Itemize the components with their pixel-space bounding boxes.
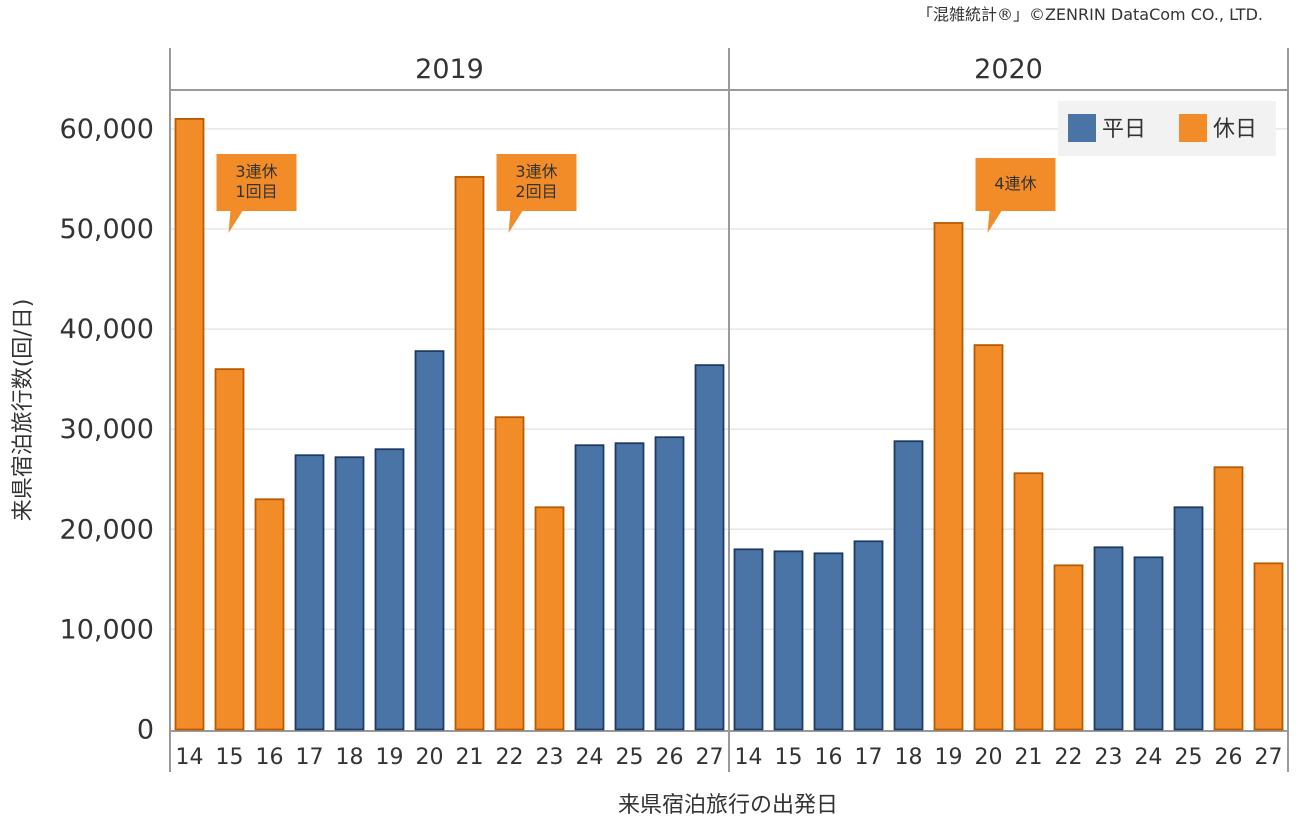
x-tick-label: 22 xyxy=(496,745,524,770)
bar-2019-21-holiday xyxy=(454,176,485,731)
x-tick-label: 24 xyxy=(1135,745,1163,770)
y-tick-label: 0 xyxy=(137,715,154,746)
bar-2020-14-weekday xyxy=(733,548,764,731)
y-tick-label: 10,000 xyxy=(60,614,154,645)
y-axis-ticks: 0 10,000 20,000 30,000 40,000 50,000 60,000 xyxy=(60,114,154,746)
bar-2019-19-weekday xyxy=(374,448,405,731)
y-tick-label: 30,000 xyxy=(60,414,154,445)
x-tick-label: 19 xyxy=(935,745,963,770)
legend: 平日 休日 xyxy=(1058,101,1276,156)
x-tick-label: 16 xyxy=(815,745,843,770)
bar-2019-25-weekday xyxy=(614,442,645,731)
callout-text: 4連休 xyxy=(994,174,1036,193)
x-tick-label: 24 xyxy=(576,745,604,770)
x-tick-label: 26 xyxy=(1215,745,1243,770)
x-tick-label: 22 xyxy=(1055,745,1083,770)
legend-label-weekday: 平日 xyxy=(1102,117,1146,142)
panel-titles: 2019 2020 xyxy=(415,54,1043,85)
x-tick-label: 19 xyxy=(376,745,404,770)
y-axis-label: 来県宿泊旅行数(回/日) xyxy=(11,299,36,522)
legend-swatch-weekday xyxy=(1068,114,1096,142)
panel-frames xyxy=(169,48,1289,772)
bar-2020-21-holiday xyxy=(1013,472,1044,731)
x-tick-label: 25 xyxy=(1175,745,1203,770)
bar-2020-17-weekday xyxy=(853,540,884,731)
x-tick-label: 23 xyxy=(1095,745,1123,770)
x-tick-label: 17 xyxy=(855,745,883,770)
legend-label-holiday: 休日 xyxy=(1213,117,1257,142)
bar-2020-15-weekday xyxy=(773,550,804,731)
x-tick-label: 21 xyxy=(1015,745,1043,770)
x-tick-label: 27 xyxy=(1255,745,1283,770)
bar-2019-20-weekday xyxy=(414,350,445,731)
x-tick-label: 25 xyxy=(616,745,644,770)
x-tick-label: 15 xyxy=(775,745,803,770)
callout-box xyxy=(496,154,577,233)
bar-2020-16-weekday xyxy=(813,552,844,731)
bar-2019-24-weekday xyxy=(574,444,605,731)
y-tick-label: 60,000 xyxy=(60,114,154,145)
x-tick-label: 20 xyxy=(975,745,1003,770)
callout-text: 3連休 xyxy=(235,162,277,181)
x-tick-label: 20 xyxy=(416,745,444,770)
callout-text: 1回目 xyxy=(235,182,277,201)
bar-2020-22-holiday xyxy=(1053,564,1084,731)
y-tick-label: 50,000 xyxy=(60,214,154,245)
bar-2019-17-weekday xyxy=(294,454,325,731)
bar-2019-14-holiday xyxy=(174,117,205,731)
bar-2020-19-holiday xyxy=(933,222,964,731)
x-tick-label: 15 xyxy=(216,745,244,770)
copyright-text: 「混雑統計®」©ZENRIN DataCom CO., LTD. xyxy=(917,5,1263,24)
legend-swatch-holiday xyxy=(1179,114,1207,142)
bar-2020-27-holiday xyxy=(1253,562,1284,731)
annotation-callout: 4連休 xyxy=(975,158,1056,233)
bar-2020-26-holiday xyxy=(1213,466,1244,731)
y-tick-label: 20,000 xyxy=(60,514,154,545)
bar-2020-23-weekday xyxy=(1093,546,1124,731)
x-tick-label: 18 xyxy=(895,745,923,770)
callout-box xyxy=(975,158,1056,233)
x-axis-ticks: 14 15 16 17 18 19 20 21 22 23 24 25 26 27 14 15 16 17 18 19… xyxy=(176,745,1283,770)
bar-2019-23-holiday xyxy=(534,506,565,731)
bar-2020-24-weekday xyxy=(1133,556,1164,731)
x-tick-label: 17 xyxy=(296,745,324,770)
panel-title: 2020 xyxy=(974,54,1043,85)
y-tick-label: 40,000 xyxy=(60,314,154,345)
callout-box xyxy=(216,154,297,233)
panel-title: 2019 xyxy=(415,54,484,85)
x-axis-label: 来県宿泊旅行の出発日 xyxy=(618,793,838,818)
bar-2020-18-weekday xyxy=(893,440,924,731)
bar-2020-25-weekday xyxy=(1173,506,1204,731)
bar-2019-27-weekday xyxy=(694,364,725,731)
bar-2019-26-weekday xyxy=(654,436,685,731)
x-tick-label: 26 xyxy=(656,745,684,770)
x-tick-label: 21 xyxy=(456,745,484,770)
x-tick-label: 18 xyxy=(336,745,364,770)
bar-2019-16-holiday xyxy=(254,498,285,731)
callout-text: 3連休 xyxy=(515,162,557,181)
x-tick-label: 16 xyxy=(256,745,284,770)
bar-2020-20-holiday xyxy=(973,344,1004,731)
bars xyxy=(174,117,1284,731)
callout-text: 2回目 xyxy=(515,182,557,201)
x-tick-label: 14 xyxy=(176,745,204,770)
x-tick-label: 23 xyxy=(536,745,564,770)
bar-2019-18-weekday xyxy=(334,456,365,731)
bar-2019-22-holiday xyxy=(494,416,525,731)
x-tick-label: 27 xyxy=(696,745,724,770)
bar-2019-15-holiday xyxy=(214,368,245,731)
x-tick-label: 14 xyxy=(735,745,763,770)
